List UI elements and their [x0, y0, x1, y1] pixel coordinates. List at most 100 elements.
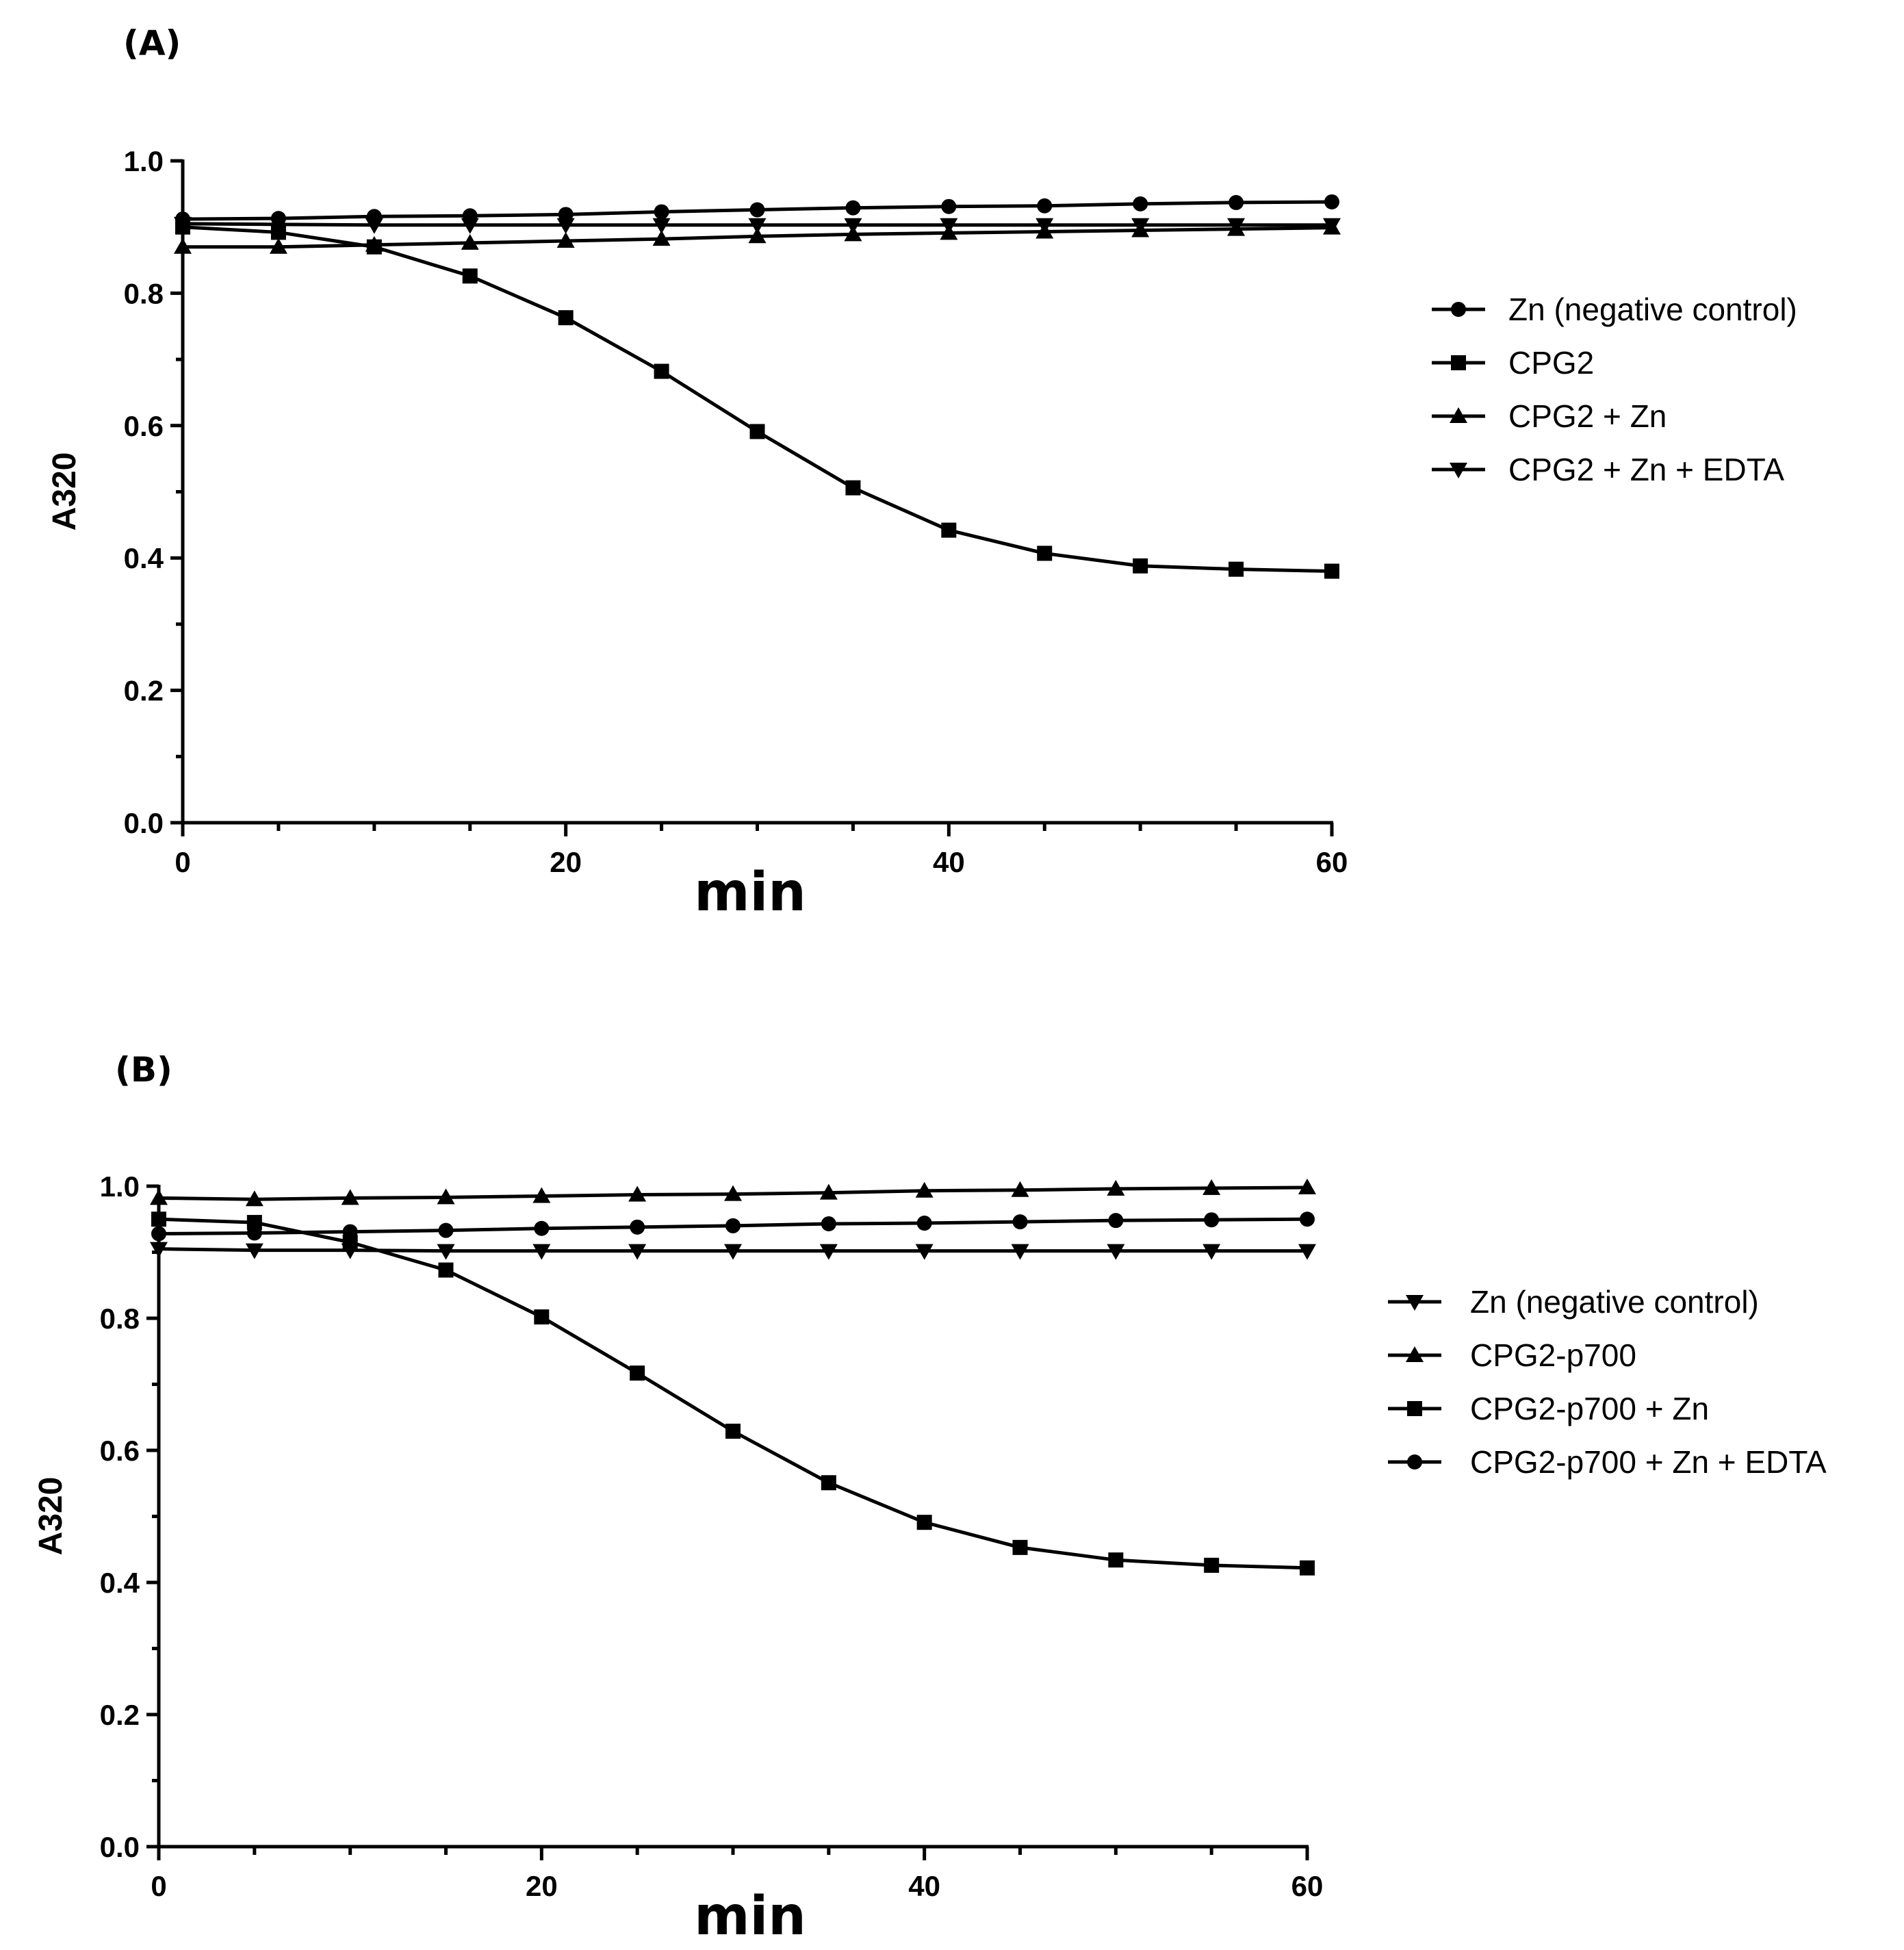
data-point [1298, 1178, 1316, 1194]
chart-panel-a: (A) 0.0 0.2 0.4 0.6 0.8 1.0 0 20 40 60 min A320 Zn (n… [47, 23, 1797, 923]
data-point [556, 218, 575, 234]
panel-label: (A) [123, 23, 181, 63]
legend-marker [1407, 1454, 1422, 1470]
data-point [1228, 194, 1244, 210]
data-point [1204, 1212, 1220, 1228]
data-point [915, 1244, 934, 1260]
legend-marker [1450, 407, 1467, 423]
data-point [1012, 1214, 1028, 1230]
data-point [941, 198, 957, 214]
data-point [821, 1216, 836, 1232]
data-point [749, 202, 765, 218]
data-point [845, 200, 861, 216]
y-tick-label: 0.2 [124, 675, 164, 707]
data-point [819, 1183, 838, 1200]
legend-label: CPG2 + Zn [1508, 398, 1667, 434]
series-cpg2 [175, 219, 1339, 579]
data-point [940, 218, 958, 234]
legend-marker [1451, 355, 1466, 370]
data-point [652, 218, 671, 234]
data-point [845, 480, 861, 496]
data-point [1324, 563, 1339, 579]
data-point [654, 204, 669, 220]
data-point [1011, 1244, 1029, 1260]
data-point [1133, 196, 1148, 211]
data-point [246, 1225, 262, 1241]
data-point [437, 1188, 455, 1205]
legend-label: CPG2 [1508, 345, 1594, 381]
legend-entry: CPG2-p700 + Zn + EDTA [1388, 1444, 1827, 1480]
data-point [269, 238, 287, 254]
y-tick-label: 0.6 [124, 410, 164, 442]
data-point [844, 218, 862, 234]
series-line [182, 225, 1333, 574]
data-point [1107, 1179, 1125, 1196]
data-point [462, 268, 478, 284]
data-point [245, 1190, 263, 1207]
data-point [1298, 1244, 1316, 1260]
legend-label: CPG2 + Zn + EDTA [1508, 452, 1784, 487]
series-cpg2-zn-edta [174, 216, 1341, 234]
data-point [724, 1185, 742, 1201]
legend-label: CPG2-p700 [1470, 1337, 1636, 1373]
x-tick-label: 20 [550, 846, 582, 878]
y-tick-label: 1.0 [100, 1170, 140, 1203]
data-point [532, 1244, 551, 1260]
data-point [748, 218, 767, 234]
data-point [269, 217, 287, 233]
y-tick-label: 0.4 [124, 542, 164, 574]
data-point [630, 1365, 645, 1381]
data-point [1037, 198, 1053, 214]
data-point [725, 1218, 741, 1233]
y-tick-label: 0.4 [100, 1567, 140, 1599]
x-axis-label: min [694, 862, 806, 923]
x-tick-label: 40 [933, 846, 965, 878]
data-point [174, 216, 192, 233]
legend-label: CPG2-p700 + Zn [1470, 1391, 1709, 1426]
data-point [1107, 1244, 1125, 1260]
legend-label: Zn (negative control) [1508, 292, 1797, 327]
chart-panel-b: (B) 0.0 0.2 0.4 0.6 0.8 1.0 0 20 40 60 min A320 Zn (n… [33, 1050, 1827, 1947]
data-point [1204, 1557, 1220, 1573]
y-tick-label: 0.8 [124, 277, 164, 309]
data-point [151, 1226, 166, 1242]
data-point [1228, 561, 1244, 577]
data-point [150, 1189, 168, 1205]
data-point [438, 1222, 454, 1238]
data-point [438, 1262, 454, 1278]
data-point [1227, 218, 1246, 234]
data-point [654, 363, 669, 379]
y-tick-label: 0.0 [124, 807, 164, 839]
data-point [532, 1187, 551, 1203]
legend-label: Zn (negative control) [1470, 1284, 1759, 1320]
data-point [749, 424, 765, 439]
data-point [748, 227, 767, 244]
legend-marker [1407, 1401, 1422, 1416]
data-point [1323, 218, 1341, 234]
data-point [150, 1242, 168, 1258]
data-point [821, 1475, 836, 1491]
data-point [725, 1424, 741, 1439]
legend-label: CPG2-p700 + Zn + EDTA [1470, 1444, 1827, 1480]
data-point [1133, 558, 1148, 574]
legend-marker [1451, 302, 1466, 317]
data-point [1300, 1211, 1315, 1227]
y-tick-label: 0.2 [100, 1699, 140, 1731]
data-point [1011, 1181, 1029, 1197]
data-point [819, 1244, 838, 1260]
data-point [916, 1515, 932, 1530]
series-cpg2-p700-zn [151, 1211, 1315, 1576]
x-tick-label: 0 [151, 1870, 166, 1902]
series-zn-negative-control [150, 1242, 1316, 1260]
data-point [342, 1224, 358, 1240]
data-point [437, 1244, 455, 1260]
data-point [556, 232, 575, 248]
series-cpg2-p700 [150, 1178, 1316, 1207]
data-point [174, 238, 192, 254]
data-point [1012, 1539, 1028, 1555]
x-tick-label: 60 [1291, 1870, 1324, 1902]
data-point [534, 1309, 550, 1325]
data-point [461, 233, 479, 250]
x-tick-label: 40 [908, 1870, 940, 1902]
legend-entry: Zn (negative control) [1432, 292, 1797, 327]
